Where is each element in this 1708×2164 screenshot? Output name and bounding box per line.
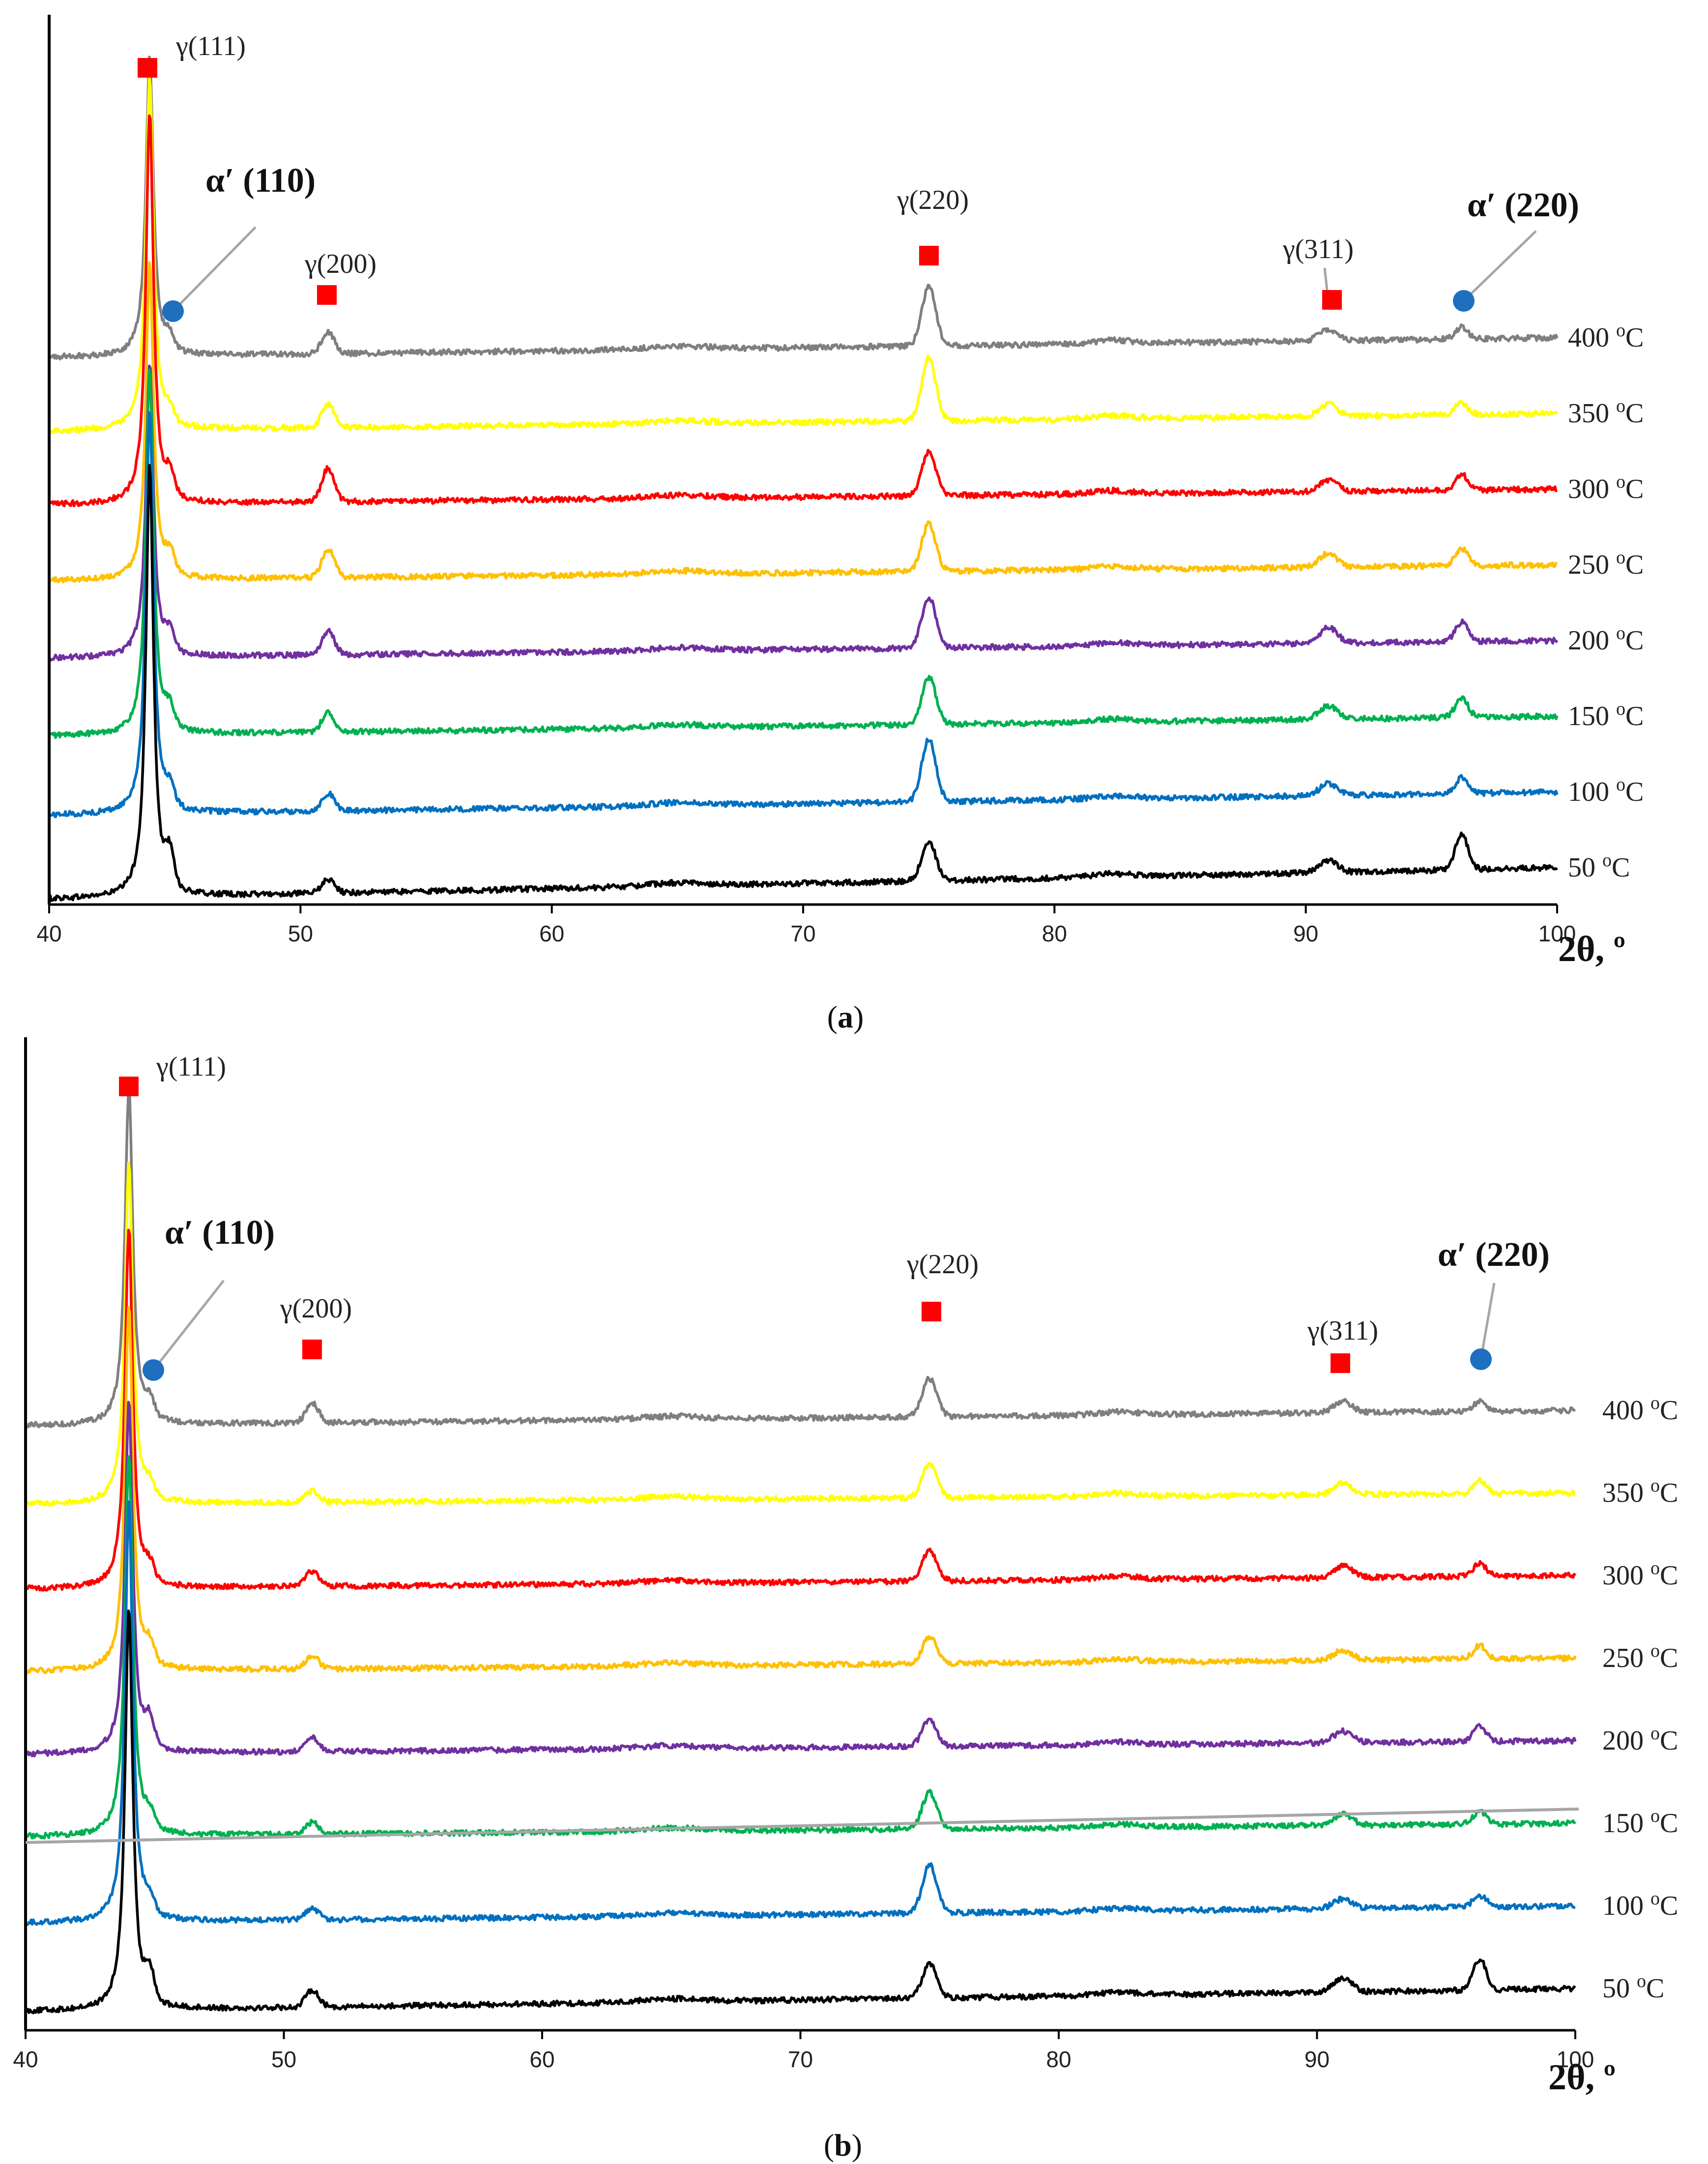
panel-a-x-tick-label: 40 — [36, 921, 61, 946]
panel-a-x-tick-label: 80 — [1042, 921, 1067, 946]
panel-a-alpha-marker-alpha220 — [1453, 290, 1475, 312]
panel-b-alpha-marker-alpha110 — [143, 1359, 164, 1381]
panel-a-x-tick-label: 50 — [288, 921, 313, 946]
panel-b-temp-label-250: 250 oC — [1602, 1640, 1678, 1673]
panel-a-peak-label-alpha110: α′ (110) — [205, 162, 316, 200]
panel-b-peak-label-alpha110: α′ (110) — [165, 1214, 275, 1252]
panel-a-gamma-marker-gamma220 — [919, 246, 939, 265]
panel-a-leader-alpha220 — [1463, 230, 1537, 302]
panel-a-caption-letter: a — [838, 999, 853, 1034]
panel-a-temperature-labels: 400 oC 350 oC 300 oC 250 oC 200 oC 150 oC 100 … — [1568, 320, 1644, 883]
panel-a-series-line-350 — [48, 77, 1559, 435]
panel-b-alpha-marker-alpha220 — [1470, 1348, 1492, 1370]
panel-b-x-axis-label: 2θ, º — [1548, 2057, 1616, 2098]
panel-b-series-line-350 — [24, 1161, 1576, 1507]
panel-b-gamma-marker-gamma220 — [922, 1302, 941, 1321]
panel-b-x-tick-label: 80 — [1046, 2047, 1071, 2072]
panel-b-gamma-marker-gamma200 — [302, 1340, 322, 1359]
panel-b-x-tick-label: 90 — [1304, 2047, 1330, 2072]
panel-b-x-tick-label: 40 — [13, 2047, 38, 2072]
panel-b-x-tick-label: 100 — [1557, 2047, 1594, 2072]
panel-a-temp-label-50: 50 oC — [1568, 850, 1630, 883]
panel-a-peak-label-gamma200: γ(200) — [304, 249, 376, 279]
panel-a-gamma-marker-gamma111 — [138, 58, 157, 78]
panel-a-series-line-50 — [48, 464, 1558, 902]
panel-a-x-tick-label: 100 — [1538, 921, 1576, 946]
panel-a-series-line-250 — [48, 261, 1558, 584]
panel-a-chart: 40 50 60 70 80 90 100 γ(111) α′ (110) γ(200) γ(22… — [36, 15, 1644, 1034]
panel-a-leader-gamma311 — [1323, 267, 1329, 291]
panel-b-temp-label-100: 100 oC — [1602, 1888, 1678, 1921]
panel-a-gamma-marker-gamma311 — [1322, 290, 1342, 310]
panel-a-series-line-150 — [49, 368, 1559, 739]
panel-b-x-ticks: 40 50 60 70 80 90 100 — [13, 2030, 1594, 2072]
panel-a-alpha-marker-alpha110 — [162, 300, 184, 322]
panel-a-temp-label-150: 150 oC — [1568, 699, 1644, 731]
panel-a-peak-label-gamma111: γ(111) — [175, 31, 246, 61]
panel-b-temp-label-350: 350 oC — [1602, 1475, 1678, 1508]
panel-b-peak-label-gamma111: γ(111) — [156, 1052, 226, 1082]
panel-a-peak-label-alpha220: α′ (220) — [1467, 186, 1579, 224]
panel-a-temp-label-200: 200 oC — [1568, 623, 1644, 656]
panel-b-temp-label-200: 200 oC — [1602, 1723, 1678, 1756]
panel-a-temp-label-400: 400 oC — [1568, 320, 1644, 353]
panel-a-series-line-400 — [48, 56, 1559, 361]
panel-b-series-line-200 — [24, 1401, 1577, 1757]
panel-a-temp-label-250: 250 oC — [1568, 547, 1644, 580]
panel-a-series-line-300 — [49, 114, 1558, 507]
panel-b-temp-label-150: 150 oC — [1602, 1806, 1678, 1839]
panel-a-peak-label-gamma220: γ(220) — [897, 185, 969, 215]
panel-a-x-ticks: 40 50 60 70 80 90 100 — [36, 905, 1576, 946]
panel-b-series-line-300 — [24, 1228, 1577, 1592]
panel-b-series — [24, 1089, 1577, 2015]
panel-b-temp-label-400: 400 oC — [1602, 1393, 1678, 1426]
panel-b-temp-label-50: 50 oC — [1602, 1971, 1664, 2004]
panel-b-gamma-marker-gamma311 — [1331, 1353, 1350, 1373]
panel-a-leader-alpha110 — [172, 226, 257, 312]
panel-b-peak-label-gamma220: γ(220) — [906, 1249, 979, 1280]
panel-a-x-tick-label: 70 — [790, 921, 815, 946]
panel-a-x-tick-label: 90 — [1293, 921, 1318, 946]
panel-a-peak-markers: γ(111) α′ (110) γ(200) γ(220) γ(311) α′ (220) — [138, 31, 1579, 322]
panel-b-x-tick-label: 50 — [271, 2047, 296, 2072]
panel-b-series-line-400 — [25, 1089, 1576, 1429]
panel-a-x-tick-label: 60 — [539, 921, 564, 946]
panel-b-leader-alpha110 — [152, 1280, 225, 1371]
panel-b-grey-reference-line — [25, 1808, 1579, 1844]
panel-b-x-tick-label: 60 — [529, 2047, 554, 2072]
panel-a-caption: (a) — [827, 999, 864, 1034]
panel-b-caption: (b) — [824, 2128, 862, 2163]
panel-a-temp-label-100: 100 oC — [1568, 774, 1644, 807]
panel-b-caption-letter: b — [834, 2128, 852, 2163]
panel-a-peak-label-gamma311: γ(311) — [1282, 234, 1354, 264]
panel-b-temp-label-300: 300 oC — [1602, 1558, 1678, 1591]
panel-b-series-line-250 — [25, 1306, 1577, 1675]
panel-b-series-line-50 — [24, 1609, 1576, 2015]
panel-b-peak-label-gamma311: γ(311) — [1307, 1316, 1378, 1346]
panel-a-series-line-100 — [48, 411, 1559, 819]
panel-a-gamma-marker-gamma200 — [317, 285, 337, 305]
panel-b-peak-label-gamma200: γ(200) — [280, 1293, 352, 1324]
panel-b-peak-markers: γ(111) α′ (110) γ(200) γ(220) γ(311) α′ (220) — [119, 1052, 1550, 1381]
panel-b-series-line-100 — [25, 1500, 1576, 1927]
panel-b-chart: 40 50 60 70 80 90 100 γ(111) α′ (110) γ(200) γ(22… — [13, 1037, 1678, 2163]
panel-b-leader-alpha220 — [1479, 1283, 1496, 1360]
panel-a-series-line-200 — [48, 364, 1559, 662]
panel-a-x-axis-label: 2θ, º — [1558, 929, 1625, 969]
panel-a-series — [48, 56, 1559, 902]
panel-a-temp-label-350: 350 oC — [1568, 396, 1644, 429]
panel-b-peak-label-alpha220: α′ (220) — [1438, 1236, 1550, 1274]
panel-b-temperature-labels: 400 oC 350 oC 300 oC 250 oC 200 oC 150 oC 100 … — [1602, 1393, 1678, 2004]
panel-a-temp-label-300: 300 oC — [1568, 471, 1644, 504]
panel-b-x-tick-label: 70 — [788, 2047, 813, 2072]
panel-b-gamma-marker-gamma111 — [119, 1077, 139, 1096]
